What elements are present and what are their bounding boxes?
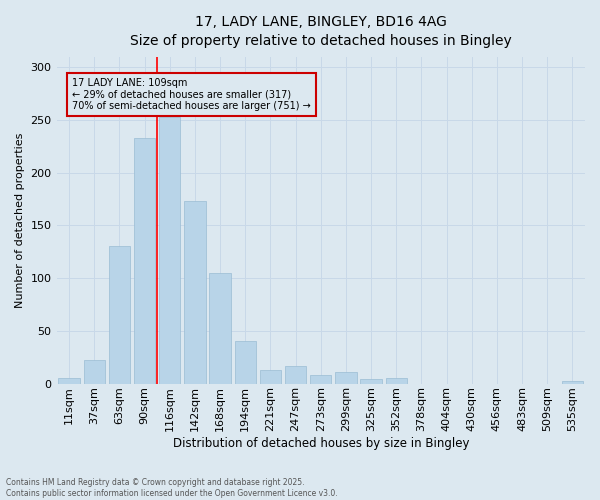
Bar (335, 372, 356, 384)
Bar (109, 246, 130, 384)
Bar (184, 201, 206, 384)
Bar (562, 382, 583, 384)
Bar (260, 370, 281, 384)
Bar (209, 273, 231, 384)
Y-axis label: Number of detached properties: Number of detached properties (15, 132, 25, 308)
Text: Contains HM Land Registry data © Crown copyright and database right 2025.
Contai: Contains HM Land Registry data © Crown c… (6, 478, 338, 498)
Title: 17, LADY LANE, BINGLEY, BD16 4AG
Size of property relative to detached houses in: 17, LADY LANE, BINGLEY, BD16 4AG Size of… (130, 15, 512, 48)
Bar (83, 360, 105, 384)
Bar (285, 366, 307, 384)
Text: 17 LADY LANE: 109sqm
← 29% of detached houses are smaller (317)
70% of semi-deta: 17 LADY LANE: 109sqm ← 29% of detached h… (72, 78, 311, 111)
Bar (159, 116, 181, 384)
X-axis label: Distribution of detached houses by size in Bingley: Distribution of detached houses by size … (173, 437, 469, 450)
Bar (235, 342, 256, 384)
Bar (386, 378, 407, 384)
Bar (134, 138, 155, 384)
Bar (58, 378, 80, 384)
Bar (361, 380, 382, 384)
Bar (310, 375, 331, 384)
